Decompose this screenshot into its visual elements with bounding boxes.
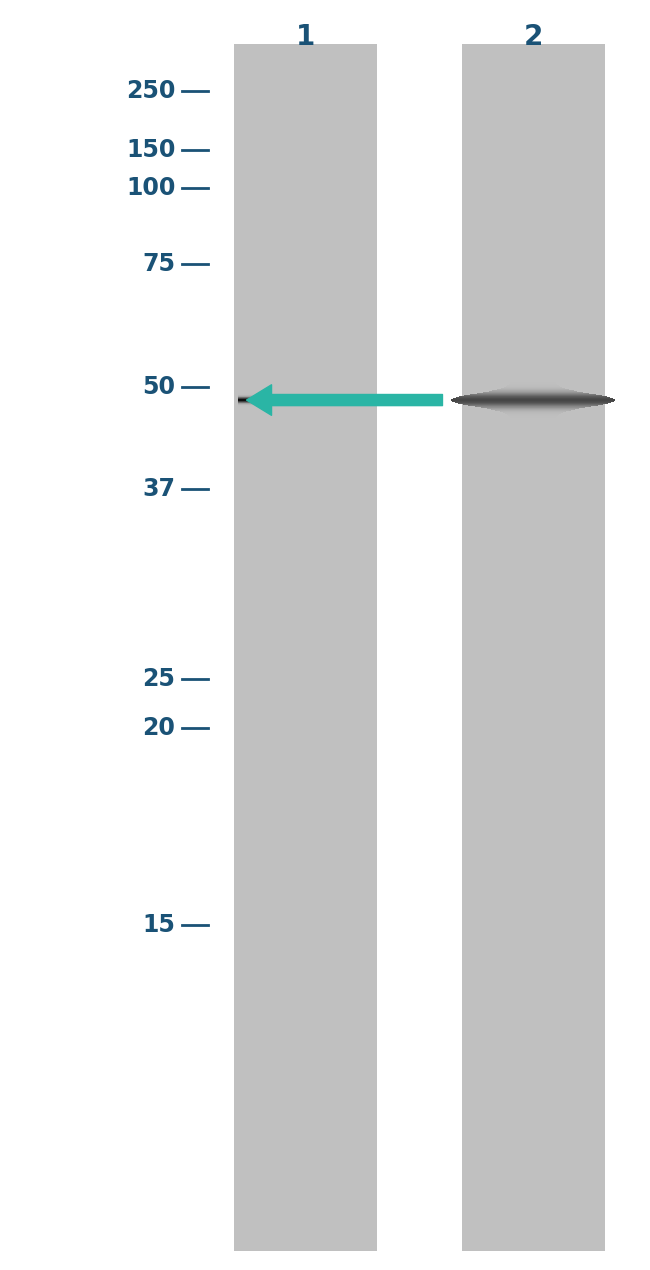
Text: 25: 25: [142, 668, 176, 691]
Text: 250: 250: [126, 80, 176, 103]
Text: 1: 1: [296, 23, 315, 51]
Text: 150: 150: [126, 138, 176, 161]
Text: 20: 20: [142, 716, 176, 739]
Text: 100: 100: [126, 177, 176, 199]
Bar: [462, 44, 604, 1251]
Text: 15: 15: [142, 913, 176, 936]
Text: 37: 37: [142, 478, 176, 500]
Text: 50: 50: [142, 376, 176, 399]
Text: 2: 2: [523, 23, 543, 51]
Bar: [234, 44, 377, 1251]
FancyArrowPatch shape: [246, 385, 443, 415]
Text: 75: 75: [142, 253, 176, 276]
